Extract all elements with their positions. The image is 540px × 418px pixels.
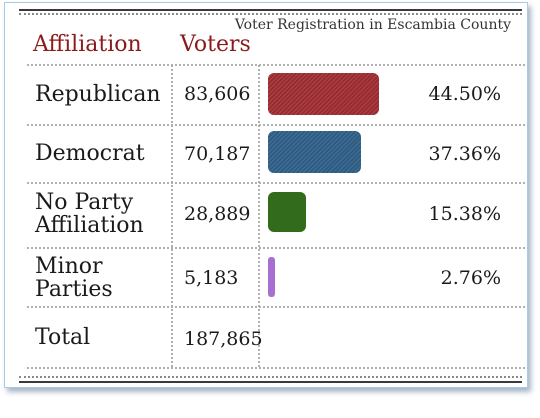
chart-title: Voter Registration in Escambia County bbox=[234, 17, 511, 33]
row-percent-democrat: 37.36% bbox=[428, 143, 501, 165]
row-voters-democrat: 70,187 bbox=[184, 143, 251, 165]
row-divider bbox=[27, 182, 525, 184]
row-percent-no-party: 15.38% bbox=[428, 203, 501, 225]
bar-no-party bbox=[268, 192, 306, 232]
row-label-total: Total bbox=[35, 325, 91, 350]
row-voters-total: 187,865 bbox=[184, 328, 263, 350]
bar-republican bbox=[268, 73, 379, 115]
row-label-minor: Minor Parties bbox=[35, 254, 113, 302]
row-divider bbox=[27, 367, 525, 369]
column-divider bbox=[171, 65, 173, 367]
row-percent-republican: 44.50% bbox=[428, 83, 501, 105]
row-percent-minor: 2.76% bbox=[440, 267, 501, 289]
column-header-affiliation: Affiliation bbox=[33, 32, 142, 57]
column-divider bbox=[258, 65, 260, 367]
bottom-rule bbox=[19, 376, 522, 383]
row-divider bbox=[27, 247, 525, 249]
row-label-republican: Republican bbox=[35, 82, 161, 107]
row-voters-minor: 5,183 bbox=[184, 267, 239, 289]
row-voters-no-party: 28,889 bbox=[184, 203, 251, 225]
row-divider bbox=[27, 124, 525, 126]
top-rule bbox=[19, 9, 522, 15]
row-divider bbox=[27, 64, 525, 66]
bar-minor bbox=[268, 257, 275, 297]
bar-democrat bbox=[268, 131, 361, 173]
column-header-voters: Voters bbox=[180, 32, 251, 57]
chart-frame: Voter Registration in Escambia County Af… bbox=[4, 2, 528, 388]
row-divider bbox=[27, 306, 525, 308]
row-label-no-party: No Party Affiliation bbox=[35, 190, 144, 238]
row-voters-republican: 83,606 bbox=[184, 83, 251, 105]
row-label-democrat: Democrat bbox=[35, 141, 145, 166]
